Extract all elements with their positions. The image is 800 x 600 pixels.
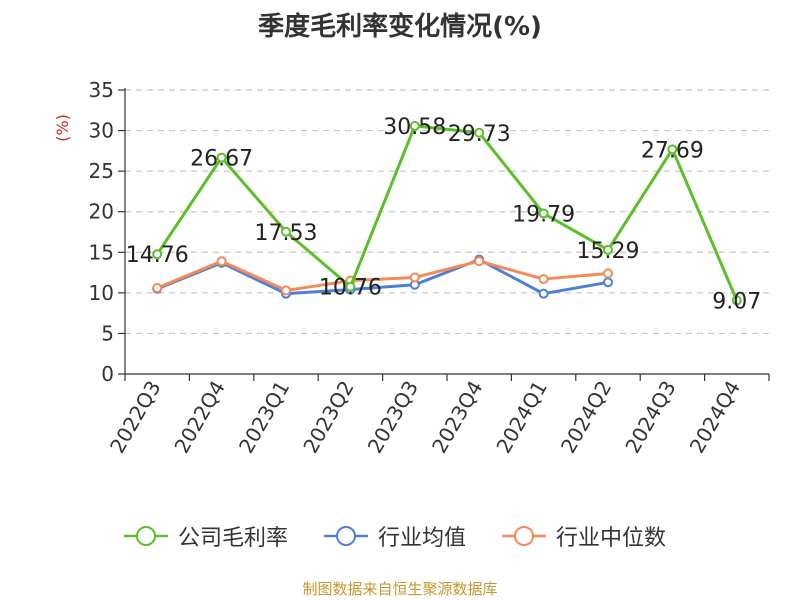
legend-item-company-margin[interactable]: 公司毛利率 xyxy=(122,520,288,552)
series-line-0 xyxy=(155,124,739,301)
data-label: 14.76 xyxy=(126,243,189,268)
x-tick-label: 2024Q3 xyxy=(620,377,680,458)
y-tick-label: 0 xyxy=(101,362,114,386)
series-lines xyxy=(152,120,742,306)
data-point xyxy=(474,127,485,138)
y-tick-label: 25 xyxy=(89,159,114,183)
data-point xyxy=(152,282,163,293)
data-point xyxy=(281,285,291,296)
series-line-1 xyxy=(156,258,609,296)
legend-orange-line-circle-icon xyxy=(502,526,546,546)
data-point xyxy=(538,208,549,219)
data-point xyxy=(474,256,485,267)
data-point xyxy=(731,295,742,306)
data-label: 29.73 xyxy=(448,122,511,147)
data-label: 26.67 xyxy=(190,147,253,172)
y-tick-label: 20 xyxy=(89,200,114,224)
data-point xyxy=(345,281,356,292)
x-tick-label: 2023Q3 xyxy=(363,377,423,458)
x-tick-label: 2023Q2 xyxy=(298,377,358,458)
data-label: 17.53 xyxy=(255,221,318,246)
data-point xyxy=(538,274,549,285)
x-tick-label: 2022Q3 xyxy=(105,377,165,458)
data-label: 19.79 xyxy=(512,202,575,227)
data-point xyxy=(216,152,227,163)
legend-label: 公司毛利率 xyxy=(178,526,289,551)
data-label: 30.58 xyxy=(383,115,446,140)
data-point xyxy=(603,277,613,288)
x-tick-label: 2024Q4 xyxy=(685,377,745,458)
y-tick-label: 30 xyxy=(89,119,114,143)
data-point xyxy=(281,226,291,237)
x-tick-label: 2022Q4 xyxy=(169,377,229,458)
y-tick-label: 15 xyxy=(89,240,114,264)
data-point xyxy=(409,272,420,283)
data-labels: 14.76 26.67 17.53 10.76 30.58 29.73 19.7915.29… xyxy=(126,115,762,315)
x-tick-label: 2024Q1 xyxy=(491,377,551,458)
legend-green-line-circle-icon xyxy=(124,526,168,546)
data-point xyxy=(538,288,549,299)
legend-item-industry-median[interactable]: 行业中位数 xyxy=(500,520,666,552)
data-label: 10.76 xyxy=(319,276,382,301)
series-line-2 xyxy=(156,259,609,292)
y-tick-label: 5 xyxy=(101,321,114,345)
data-point xyxy=(409,120,420,131)
chart-title: 季度毛利率变化情况(%) xyxy=(258,12,542,42)
data-point xyxy=(667,144,678,155)
source-note: 制图数据来自恒生聚源数据库 xyxy=(302,580,498,598)
data-point xyxy=(603,268,613,279)
x-tick-label: 2023Q1 xyxy=(234,377,294,458)
y-axis-label: (%) xyxy=(53,114,72,142)
y-tick-label: 10 xyxy=(89,281,114,305)
x-tick-label: 2023Q4 xyxy=(427,377,487,458)
legend-item-industry-mean[interactable]: 行业均值 xyxy=(322,520,466,552)
x-tick-label: 2024Q2 xyxy=(556,377,616,458)
y-tick-label: 35 xyxy=(89,78,114,102)
legend-label: 行业均值 xyxy=(378,526,467,551)
legend-blue-line-circle-icon xyxy=(324,526,368,546)
legend-label: 行业中位数 xyxy=(556,526,667,551)
data-point xyxy=(152,249,163,260)
data-point xyxy=(603,244,613,255)
data-label: 27.69 xyxy=(641,138,704,163)
data-label: 15.29 xyxy=(577,239,640,264)
data-label: 9.07 xyxy=(712,289,761,314)
data-point xyxy=(216,256,227,267)
